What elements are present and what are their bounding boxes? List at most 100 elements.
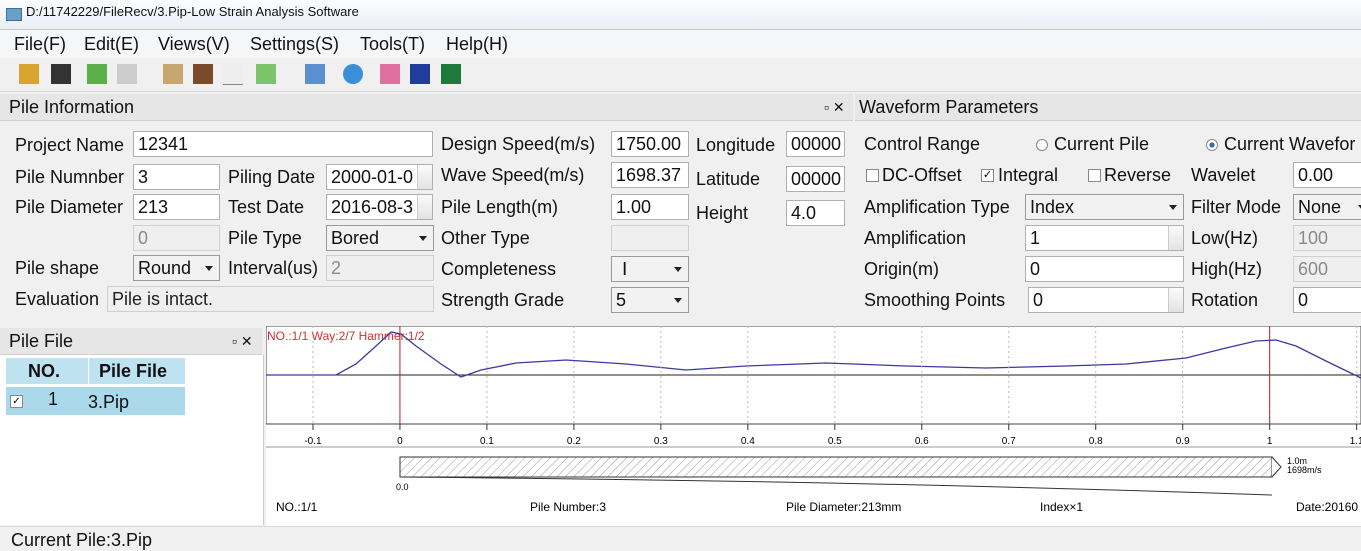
pile-body [399, 456, 1273, 478]
annotation: NO.:1/1 Way:2/7 Hammer:1/2 [267, 329, 425, 343]
text-input[interactable]: 213 [133, 194, 220, 220]
dropdown[interactable]: None [1293, 194, 1361, 220]
dropdown[interactable]: Ⅰ [611, 256, 689, 282]
field-label: Longitude [696, 135, 776, 155]
app-icon [6, 8, 22, 21]
text-input[interactable]: 3 [133, 164, 220, 190]
status-text: Current Pile:3.Pip [11, 530, 153, 550]
delete-button[interactable] [256, 64, 276, 84]
field-label: Pile Diameter [15, 197, 124, 217]
text-input: 600 [1293, 256, 1361, 282]
field-label: Amplification [864, 228, 967, 248]
x-tick-label: 0.4 [741, 436, 755, 447]
close-icon[interactable]: ▫ ✕ [232, 333, 253, 349]
field-label: Design Speed(m/s) [441, 134, 596, 154]
field-label: Piling Date [228, 167, 316, 187]
pile-length-label: 1.0m [1287, 456, 1307, 466]
x-tick-label: 1 [1267, 436, 1273, 447]
window-title: D:/11742229/FileRecv/3.Pip-Low Strain An… [26, 4, 359, 19]
menu-item[interactable]: Tools(T) [360, 34, 426, 54]
word-button[interactable] [410, 64, 430, 84]
text-input: 100 [1293, 225, 1361, 251]
tool-button[interactable] [305, 64, 325, 84]
text-input[interactable]: 0.00 [1293, 162, 1361, 188]
text-input: Pile is intact. [107, 286, 434, 312]
panel-header: Pile Information ▫ ✕ [0, 94, 853, 121]
undo-button[interactable] [87, 64, 107, 84]
dropdown[interactable]: Round [133, 255, 220, 281]
field-label: Control Range [864, 134, 981, 154]
radio-checked[interactable] [1206, 139, 1218, 151]
checkbox-checked[interactable]: ✓ [10, 395, 23, 408]
open-button[interactable] [19, 64, 39, 84]
file-list: NO. Pile File ✓ 1 3.Pip [0, 355, 264, 525]
text-input[interactable]: 12341 [133, 131, 433, 157]
dropdown[interactable]: Bored [326, 225, 434, 251]
date-input[interactable]: 2000-01-0 [326, 164, 433, 190]
text-input[interactable]: 4.0 [786, 200, 845, 226]
column-title: NO. [28, 361, 61, 381]
menu-item[interactable]: File(F) [14, 34, 66, 54]
menu-item[interactable]: Views(V) [158, 34, 230, 54]
radio[interactable] [1036, 139, 1048, 151]
checkbox-label[interactable]: Reverse [1104, 165, 1172, 185]
field-label: Pile Type [228, 228, 302, 248]
date-input[interactable]: 2016-08-3 [326, 194, 433, 220]
menu-item[interactable]: Edit(E) [84, 34, 140, 54]
close-icon[interactable]: ▫ ✕ [824, 99, 845, 115]
field-label: Wave Speed(m/s) [441, 165, 585, 185]
panel-title: Pile File [9, 331, 74, 351]
pile-start-label: 0.0 [396, 482, 409, 492]
field-label: Pile Length(m) [441, 197, 559, 217]
tool-button[interactable] [163, 64, 183, 84]
tool-button[interactable] [193, 64, 213, 84]
text-input[interactable]: 00000 [786, 166, 845, 192]
field-label: Amplification Type [864, 197, 1010, 217]
x-tick-label: 1.1 [1350, 436, 1361, 447]
text-input: 2 [326, 255, 434, 281]
file-row[interactable]: ✓ 1 3.Pip [6, 387, 185, 415]
x-tick-label: 0.3 [654, 436, 668, 447]
tool-button[interactable] [223, 64, 243, 85]
column-header[interactable]: NO. [6, 358, 89, 384]
checkbox-label[interactable]: DC-Offset [882, 165, 962, 185]
text-input[interactable]: 00000 [786, 131, 845, 157]
field-label: Height [696, 203, 749, 223]
spin-input[interactable]: 0 [1028, 287, 1184, 313]
excel-button[interactable] [441, 64, 461, 84]
checkbox-checked[interactable]: ✓ [981, 169, 994, 182]
save-button[interactable] [51, 64, 71, 84]
text-input[interactable]: 1750.00 [611, 131, 689, 157]
checkbox[interactable] [866, 169, 879, 182]
radio-label[interactable]: Current Wavefor [1224, 134, 1356, 154]
checkbox-label[interactable]: Integral [998, 165, 1059, 185]
field-label: Project Name [15, 135, 125, 155]
field-label: Low(Hz) [1191, 228, 1259, 248]
menu-item[interactable]: Settings(S) [250, 34, 340, 54]
column-title: Pile File [99, 361, 168, 381]
text-input[interactable]: 1.00 [611, 194, 689, 220]
checkbox[interactable] [1088, 169, 1101, 182]
text-input[interactable]: 0 [1293, 287, 1361, 313]
radio-label[interactable]: Current Pile [1054, 134, 1150, 154]
pile-profile [399, 476, 1273, 496]
text-input[interactable]: 0 [1025, 256, 1184, 282]
spin-input[interactable]: 1 [1025, 225, 1184, 251]
text-input[interactable]: 1698.37 [611, 162, 689, 188]
dropdown[interactable]: Index [1025, 194, 1184, 220]
panel-title: Pile Information [9, 97, 135, 117]
title-bar: D:/11742229/FileRecv/3.Pip-Low Strain An… [0, 0, 1361, 30]
field-label: High(Hz) [1191, 259, 1263, 279]
text-input [611, 225, 689, 251]
pile-tip [1271, 456, 1282, 478]
column-header[interactable]: Pile File [89, 358, 185, 384]
dropdown[interactable]: 5 [611, 287, 689, 313]
settings-button[interactable] [343, 64, 363, 84]
menu-item[interactable]: Help(H) [446, 34, 509, 54]
redo-button[interactable] [117, 64, 137, 84]
field-label: Interval(us) [228, 258, 319, 278]
table-button[interactable] [380, 64, 400, 84]
panel-title: Waveform Parameters [859, 97, 1039, 117]
x-tick-label: 0.9 [1176, 436, 1190, 447]
